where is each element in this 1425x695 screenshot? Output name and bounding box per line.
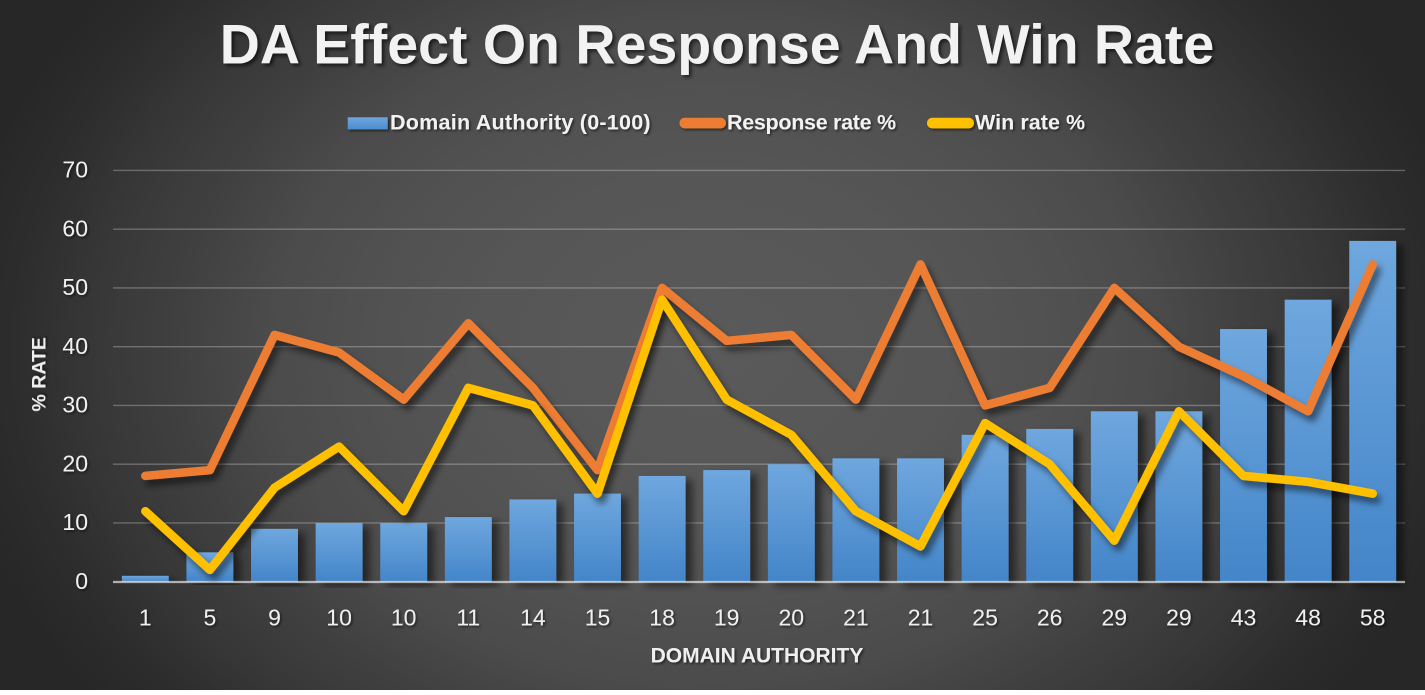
svg-text:% RATE: % RATE (29, 337, 51, 411)
svg-text:21: 21 (908, 604, 934, 630)
svg-text:14: 14 (520, 604, 546, 630)
svg-text:10: 10 (326, 604, 352, 630)
svg-text:29: 29 (1166, 604, 1192, 630)
svg-text:60: 60 (62, 215, 88, 241)
svg-text:DOMAIN AUTHORITY: DOMAIN AUTHORITY (651, 645, 864, 668)
svg-text:Response rate %: Response rate % (727, 110, 896, 134)
svg-text:30: 30 (62, 392, 88, 418)
svg-text:9: 9 (268, 604, 281, 630)
svg-text:40: 40 (62, 333, 88, 359)
svg-text:25: 25 (972, 604, 998, 630)
svg-text:1: 1 (139, 604, 152, 630)
svg-text:Domain Authority (0-100): Domain Authority (0-100) (390, 110, 651, 134)
svg-text:20: 20 (779, 604, 805, 630)
svg-text:10: 10 (62, 509, 88, 535)
svg-text:29: 29 (1102, 604, 1128, 630)
svg-text:26: 26 (1037, 604, 1063, 630)
svg-text:5: 5 (204, 604, 217, 630)
svg-text:48: 48 (1295, 604, 1321, 630)
svg-text:70: 70 (62, 157, 88, 183)
svg-text:50: 50 (62, 274, 88, 300)
svg-text:19: 19 (714, 604, 740, 630)
svg-text:21: 21 (843, 604, 869, 630)
svg-text:18: 18 (649, 604, 675, 630)
svg-text:DA Effect On Response And Win: DA Effect On Response And Win Rate (220, 14, 1214, 76)
svg-text:11: 11 (456, 604, 480, 630)
svg-text:43: 43 (1231, 604, 1257, 630)
svg-text:58: 58 (1360, 604, 1386, 630)
svg-text:20: 20 (62, 450, 88, 476)
svg-text:Win rate %: Win rate % (975, 110, 1085, 134)
svg-text:0: 0 (75, 568, 88, 594)
svg-text:15: 15 (585, 604, 611, 630)
svg-text:10: 10 (391, 604, 417, 630)
